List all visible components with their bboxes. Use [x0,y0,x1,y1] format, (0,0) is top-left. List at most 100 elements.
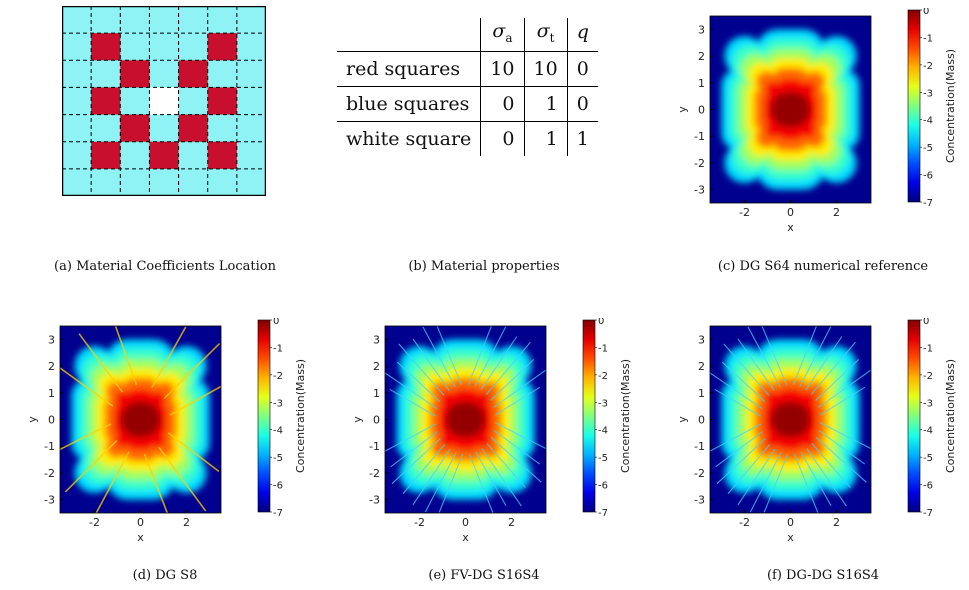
grid-cell-blue [207,6,238,34]
table-cell: 1 [523,85,568,122]
colorbar-tick-label: -1 [598,343,608,354]
y-tick-label: 0 [48,414,55,427]
colorbar-label: Concentration(Mass) [944,359,957,473]
colorbar-tick-label: -2 [273,371,283,382]
grid-cell-blue [62,33,92,61]
colorbar-tick-label: 0 [598,318,604,327]
colorbar-tick-label: -4 [923,116,933,127]
y-tick-label: -3 [694,184,705,197]
heatmap-plot-f: -2 0 2 3 2 1 0 -1 -2 -3 x y 0 -1 -2 -3 -4 -5 -6 -7 Concentra… [672,316,969,558]
grid-cell-blue [178,33,209,61]
grid-cell-blue [236,168,266,196]
x-axis-label: x [462,531,469,544]
colorbar-tick-label: -5 [923,453,933,464]
x-tick-label: -2 [739,206,750,219]
grid-cell-blue [149,6,179,34]
x-tick-label: 0 [787,516,794,529]
y-tick-label: 3 [373,333,380,346]
y-tick-label: -1 [694,130,705,143]
y-tick-label: -2 [369,467,380,480]
y-tick-label: 3 [48,333,55,346]
x-axis-label: x [137,531,144,544]
x-tick-label: -2 [414,516,425,529]
caption-d: (d) DG S8 [132,568,198,583]
grid-cell-blue [62,6,92,34]
caption-c: (c) DG S64 numerical reference [717,259,929,274]
y-tick-label: -3 [44,494,55,507]
colorbar [907,319,921,513]
colorbar-tick-label: -4 [923,426,933,437]
y-tick-label: 0 [698,104,705,117]
x-tick-label: 0 [137,516,144,529]
table-cell-label: white square [337,120,481,156]
y-tick-label: 3 [698,333,705,346]
table-cell: 0 [480,120,524,156]
y-tick-label: 1 [373,387,380,400]
x-tick-label: 2 [508,516,515,529]
y-tick-label: 1 [698,387,705,400]
colorbar-tick-label: -5 [923,143,933,154]
heatmap-svg: -2 0 2 3 2 1 0 -1 -2 -3 x y 0 -1 -2 -3 -4 -5 -6 -7 Concentra… [26,316,307,544]
y-tick-label: 3 [698,23,705,36]
heatmap-plot-d: -2 0 2 3 2 1 0 -1 -2 -3 x y 0 -1 -2 -3 -4 -5 -6 -7 Concentra… [22,316,319,558]
y-tick-label: 0 [373,414,380,427]
y-tick-label: -2 [694,157,705,170]
y-tick-label: 2 [373,360,380,373]
y-tick-label: 1 [698,77,705,90]
grid-cell-blue [178,141,209,170]
grid-cell-blue [178,87,209,115]
grid-cell-blue [236,141,266,170]
ray-effects [710,326,871,513]
grid-cell-red [178,60,209,88]
grid-cell-blue [120,6,150,34]
x-tick-label: -2 [89,516,100,529]
colorbar-tick-label: -3 [923,88,933,99]
y-axis-label: y [676,416,689,423]
grid-cell-red [149,141,179,170]
heatmap-svg: -2 0 2 3 2 1 0 -1 -2 -3 x y 0 -1 -2 -3 -4 -5 -6 -7 Concentra… [676,6,957,234]
colorbar-label: Concentration(Mass) [294,359,307,473]
table-cell: 1 [566,120,598,156]
colorbar-tick-label: -5 [273,453,283,464]
colorbar-tick-label: -7 [923,508,933,519]
colorbar-tick-label: -3 [923,398,933,409]
y-tick-label: -2 [44,467,55,480]
grid-cell-blue [178,6,209,34]
colorbar-tick-label: -1 [273,343,283,354]
x-tick-label: 2 [833,516,840,529]
x-tick-label: 0 [787,206,794,219]
grid-cell-blue [207,168,238,196]
x-tick-label: -2 [739,516,750,529]
grid-cell-blue [91,6,121,34]
colorbar-tick-label: 0 [273,318,279,327]
grid-cell-blue [236,6,266,34]
colorbar-tick-label: -3 [598,398,608,409]
grid-cell-red [91,87,121,115]
grid-cell-red [91,141,121,170]
colorbar-tick-label: 0 [923,8,929,17]
grid-cell-blue [91,168,121,196]
grid-cell-red [120,114,150,143]
colorbar-tick-label: -1 [923,33,933,44]
x-tick-label: 2 [183,516,190,529]
caption-a: (a) Material Coefficients Location [54,259,276,274]
table-header-q: q [566,18,598,52]
heatmap-plot-c: -2 0 2 3 2 1 0 -1 -2 -3 x y 0 -1 -2 -3 -4 -5 -6 -7 Concentra… [672,6,969,248]
y-tick-label: -2 [694,467,705,480]
material-grid [62,6,266,196]
grid-cell-blue [62,141,92,170]
colorbar-tick-label: -5 [598,453,608,464]
y-axis-label: y [351,416,364,423]
grid-cell-blue [62,87,92,115]
table-cell: 0 [566,85,598,122]
colorbar [907,9,921,203]
table-cell: 1 [523,120,568,156]
ray-effects [60,326,221,513]
table-row: blue squares 0 1 0 [337,85,598,122]
x-axis-label: x [787,221,794,234]
colorbar-tick-label: -6 [923,481,933,492]
grid-cell-red [91,33,121,61]
x-tick-label: 0 [462,516,469,529]
grid-cell-blue [207,114,238,143]
table-header-sigma-a: σa [480,18,524,52]
